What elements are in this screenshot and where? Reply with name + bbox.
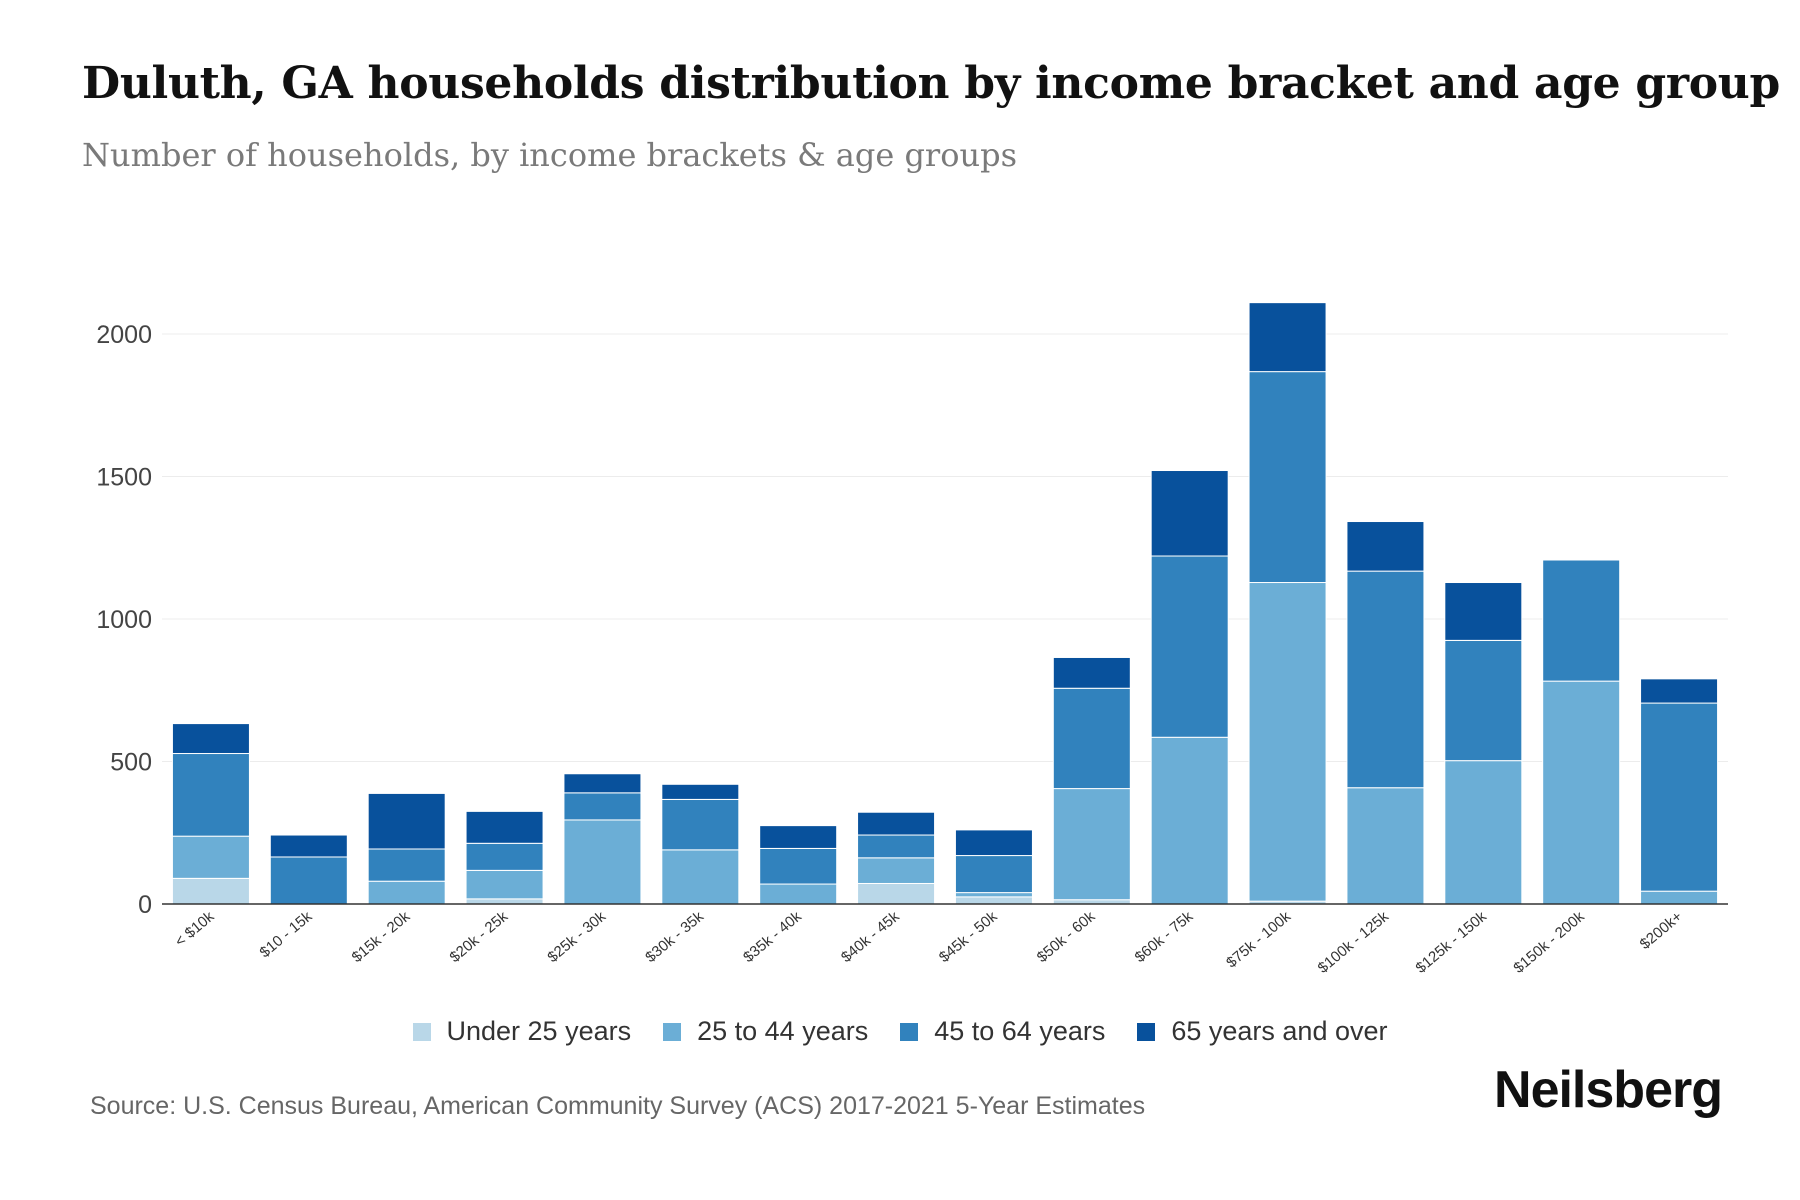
x-tick-label: $125k - 150k: [1413, 908, 1491, 977]
x-tick-label: $100k - 125k: [1315, 908, 1393, 977]
y-tick-label: 2000: [96, 321, 152, 349]
legend-item-25-to-44[interactable]: 25 to 44 years: [663, 1016, 868, 1047]
bar-segment[interactable]: [465, 869, 544, 900]
bar-segment[interactable]: [759, 825, 838, 849]
bar-segment[interactable]: [1640, 702, 1719, 892]
x-tick-label: $30k - 35k: [642, 908, 707, 966]
bar-segment[interactable]: [563, 792, 642, 821]
bar-segment[interactable]: [171, 723, 250, 755]
bar-segment[interactable]: [1248, 302, 1327, 373]
chart-title: Duluth, GA households distribution by in…: [82, 58, 1780, 109]
chart-subtitle: Number of households, by income brackets…: [82, 136, 1017, 174]
bar-segment[interactable]: [563, 773, 642, 794]
bar-segment[interactable]: [954, 855, 1033, 894]
bars: [171, 302, 1719, 905]
x-axis-ticks: < $10k $10 - 15k $15k - 20k $20k - 25k $25k …: [172, 908, 1686, 977]
bar-segment[interactable]: [954, 829, 1033, 857]
legend-label: 65 years and over: [1171, 1016, 1388, 1046]
bar-segment[interactable]: [1150, 736, 1229, 905]
bar-segment[interactable]: [171, 753, 250, 837]
bar-segment[interactable]: [465, 898, 544, 905]
legend-item-45-to-64[interactable]: 45 to 64 years: [900, 1016, 1105, 1047]
x-tick-label: $150k - 200k: [1510, 908, 1588, 977]
bar-segment[interactable]: [269, 834, 348, 858]
stacked-bar-chart: 0 500 1000 1500 2000 < $10k $10 - 15k $15k - 2…: [96, 302, 1728, 977]
x-tick-label: $15k - 20k: [349, 908, 414, 966]
bar-segment[interactable]: [759, 847, 838, 885]
legend-label: 25 to 44 years: [697, 1016, 869, 1046]
bar-segment[interactable]: [1640, 678, 1719, 704]
x-tick-label: $75k - 100k: [1223, 908, 1294, 972]
bar-segment[interactable]: [171, 877, 250, 905]
x-tick-label: $200k+: [1637, 908, 1686, 953]
bar-segment[interactable]: [465, 810, 544, 844]
bar-segment[interactable]: [857, 882, 936, 905]
legend-swatch: [1137, 1022, 1156, 1041]
bar-segment[interactable]: [465, 842, 544, 871]
legend-item-65-and-over[interactable]: 65 years and over: [1137, 1016, 1388, 1047]
bar-segment[interactable]: [367, 880, 446, 905]
bar-segment[interactable]: [759, 883, 838, 905]
legend-label: 45 to 64 years: [934, 1016, 1106, 1046]
y-tick-label: 1000: [96, 606, 152, 634]
x-tick-label: $10 - 15k: [257, 908, 316, 962]
bar-segment[interactable]: [269, 856, 348, 905]
bar-segment[interactable]: [367, 848, 446, 882]
bar-segment[interactable]: [563, 819, 642, 905]
y-axis-ticks: 0 500 1000 1500 2000: [96, 321, 152, 919]
bar-segment[interactable]: [1444, 760, 1523, 905]
bar-segment[interactable]: [1150, 470, 1229, 557]
bar-segment[interactable]: [661, 783, 740, 800]
bar-segment[interactable]: [1542, 559, 1621, 682]
bar-segment[interactable]: [857, 857, 936, 884]
bar-segment[interactable]: [1150, 555, 1229, 738]
x-tick-label: $60k - 75k: [1132, 908, 1197, 966]
bar-segment[interactable]: [857, 811, 936, 836]
legend-swatch: [412, 1022, 431, 1041]
y-tick-label: 0: [138, 891, 152, 919]
bar-segment[interactable]: [954, 896, 1033, 905]
brand-logo: Neilsberg: [1494, 1061, 1723, 1119]
x-tick-label: $40k - 45k: [838, 908, 903, 966]
bar-segment[interactable]: [1052, 687, 1131, 790]
bar-segment[interactable]: [1248, 582, 1327, 902]
legend-swatch: [900, 1022, 919, 1041]
bar-segment[interactable]: [1248, 371, 1327, 584]
bar-segment[interactable]: [661, 849, 740, 905]
legend: Under 25 years 25 to 44 years 45 to 64 y…: [0, 1016, 1800, 1047]
x-tick-label: $20k - 25k: [447, 908, 512, 966]
bar-segment[interactable]: [1640, 890, 1719, 905]
bar-segment[interactable]: [857, 834, 936, 859]
x-tick-label: $35k - 40k: [740, 908, 805, 966]
bar-segment[interactable]: [1444, 582, 1523, 641]
x-tick-label: < $10k: [172, 908, 218, 951]
bar-segment[interactable]: [1346, 521, 1425, 572]
bar-segment[interactable]: [171, 835, 250, 879]
bar-segment[interactable]: [367, 792, 446, 850]
y-tick-label: 500: [110, 749, 152, 777]
bar-segment[interactable]: [661, 798, 740, 851]
source-note: Source: U.S. Census Bureau, American Com…: [90, 1092, 1146, 1120]
legend-swatch: [663, 1022, 682, 1041]
bar-segment[interactable]: [1346, 787, 1425, 905]
bar-segment[interactable]: [1052, 656, 1131, 689]
legend-item-under-25[interactable]: Under 25 years: [412, 1016, 632, 1047]
legend-label: Under 25 years: [446, 1016, 632, 1046]
bar-segment[interactable]: [1052, 788, 1131, 901]
x-tick-label: $25k - 30k: [544, 908, 609, 966]
x-tick-label: $45k - 50k: [936, 908, 1001, 966]
bar-segment[interactable]: [1346, 570, 1425, 789]
y-tick-label: 1500: [96, 464, 152, 492]
x-tick-label: $50k - 60k: [1034, 908, 1099, 966]
bar-segment[interactable]: [1542, 680, 1621, 905]
bar-segment[interactable]: [1444, 639, 1523, 762]
bar-segment[interactable]: [954, 892, 1033, 898]
